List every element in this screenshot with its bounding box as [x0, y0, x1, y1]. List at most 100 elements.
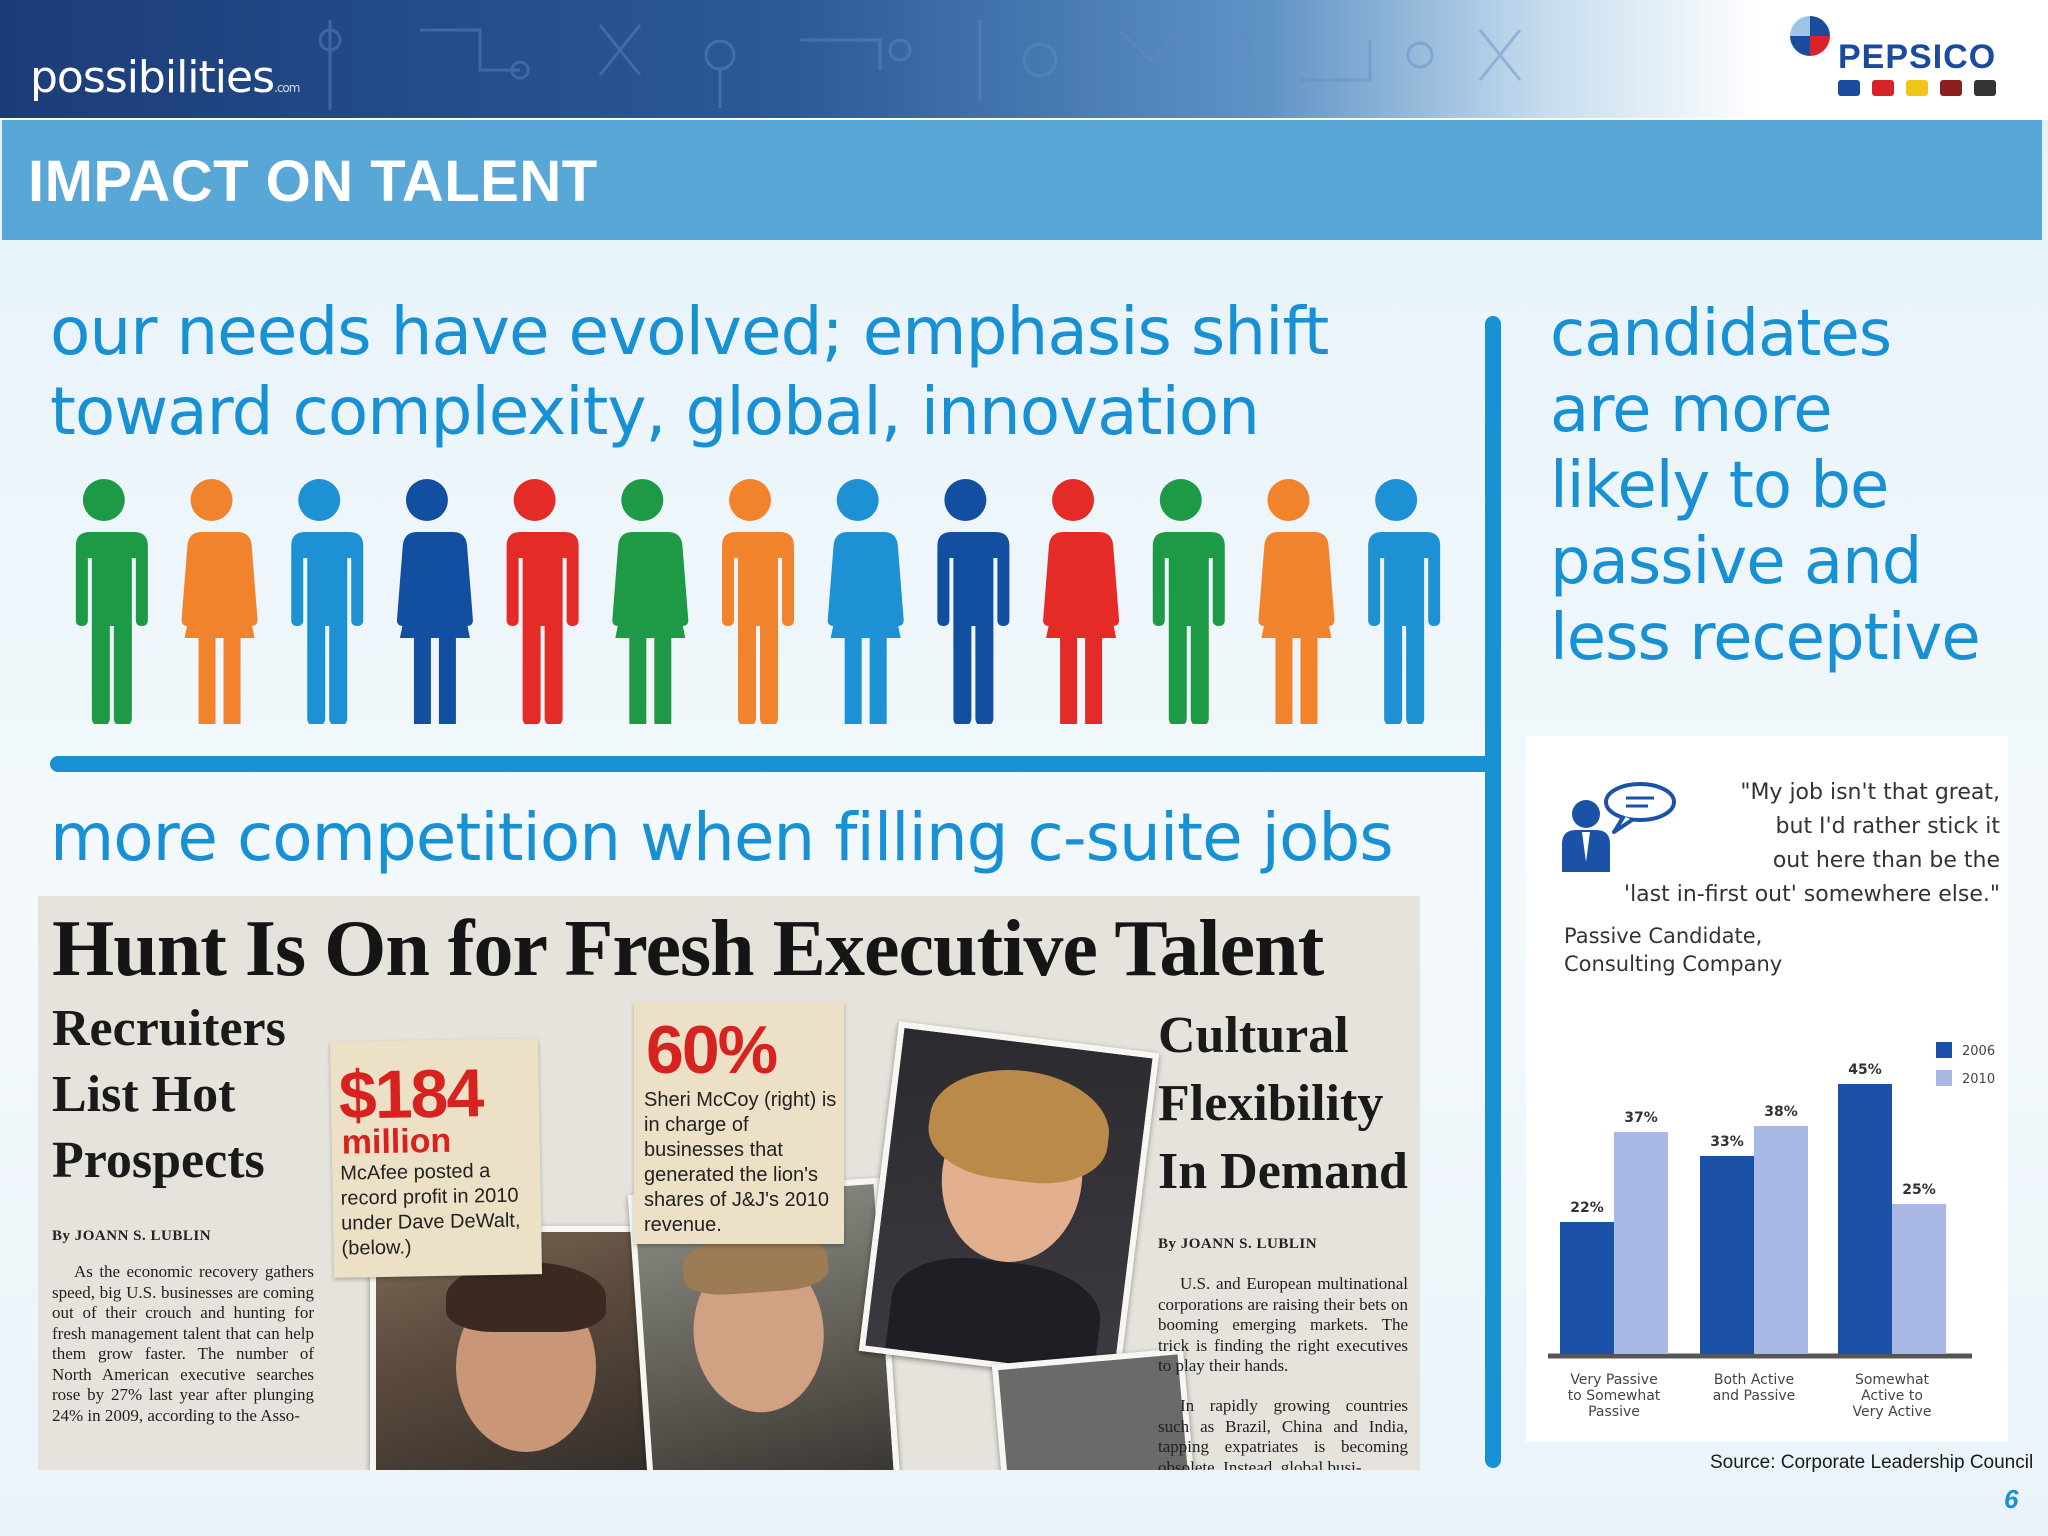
bar-value-label: 33% [1710, 1134, 1744, 1150]
candidates-headline-line: are more [1550, 373, 1833, 447]
subhead-line: Prospects [52, 1132, 265, 1189]
candidates-headline-line: candidates [1550, 297, 1892, 371]
title-bar: IMPACT ON TALENT [2, 120, 2042, 240]
attribution-line: Passive Candidate, [1564, 924, 1763, 948]
category-label: Somewhat [1855, 1372, 1930, 1388]
clipping-title: Hunt Is On for Fresh Executive Talent [52, 905, 1324, 993]
candidates-headline: candidates are more likely to be passive… [1550, 296, 2020, 676]
quote-line: out here than be the [1772, 848, 2000, 873]
person-figure-icon [289, 479, 364, 724]
pepsico-logo: PEPSICO [1838, 38, 1997, 76]
bar-2006-1 [1700, 1156, 1754, 1354]
brand-icon [1974, 80, 1996, 96]
person-figure-icon [1150, 479, 1225, 724]
needs-headline-line: our needs have evolved; emphasis shift [50, 293, 1329, 370]
needs-headline: our needs have evolved; emphasis shift t… [50, 292, 1450, 452]
bar-2010-0 [1614, 1132, 1668, 1354]
person-figure-icon [504, 479, 579, 724]
candidates-headline-line: less receptive [1550, 601, 1981, 675]
bar-2006-0 [1560, 1222, 1614, 1354]
source-note: Source: Corporate Leadership Council [1710, 1452, 2034, 1473]
note-mcafee-text: McAfee posted a record profit in 2010 un… [340, 1160, 521, 1260]
clipping-right-body-p1: U.S. and European multinational corporat… [1158, 1274, 1408, 1375]
newspaper-clipping: Hunt Is On for Fresh Executive Talent Re… [38, 896, 1420, 1470]
photo-sheri-mccoy [858, 1021, 1160, 1383]
brand-icon [1872, 80, 1894, 96]
subhead-line: Recruiters [52, 1000, 286, 1057]
speaking-person-icon [1562, 782, 1676, 872]
bar-value-label: 22% [1570, 1200, 1604, 1216]
legend-label: 2006 [1962, 1044, 1995, 1059]
possibilities-logo: possibilities.com [30, 52, 300, 103]
person-figure-icon [1043, 479, 1120, 724]
quote-line: 'last in-first out' somewhere else." [1624, 882, 2000, 907]
subhead-line: List Hot [52, 1066, 236, 1123]
brand-icon [1906, 80, 1928, 96]
note-mcafee-figure: $184 [338, 1055, 483, 1134]
legend-swatch-2010 [1936, 1070, 1952, 1086]
vertical-divider [1485, 316, 1501, 1468]
clipping-left-byline: By JOANN S. LUBLIN [52, 1228, 212, 1244]
people-icons-row [73, 479, 1441, 724]
clipping-left-subhead: Recruiters List Hot Prospects [52, 996, 332, 1194]
attribution-line: Consulting Company [1564, 952, 1783, 976]
person-figure-icon [1258, 479, 1335, 724]
candidates-headline-line: passive and [1550, 525, 1922, 599]
header-banner: possibilities.com [0, 0, 1760, 118]
subhead-line: Cultural [1158, 1007, 1349, 1064]
banner-pattern [318, 20, 1522, 110]
slide-title: IMPACT ON TALENT [28, 149, 598, 214]
bar-2006-2 [1838, 1084, 1892, 1354]
bar-value-label: 38% [1764, 1104, 1798, 1120]
quote-line: "My job isn't that great, [1740, 780, 2000, 805]
needs-headline-line: toward complexity, global, innovation [50, 373, 1260, 450]
page-number: 6 [2004, 1484, 2019, 1514]
candidates-headline-line: likely to be [1550, 449, 1889, 523]
category-label: and Passive [1713, 1388, 1796, 1404]
person-figure-icon [827, 479, 904, 724]
note-jnj: 60% Sheri McCoy (right) is in charge of … [634, 1002, 844, 1244]
person-figure-icon [1366, 479, 1441, 724]
category-label: Active to [1861, 1388, 1923, 1404]
subhead-line: Flexibility [1158, 1075, 1384, 1132]
note-mcafee-unit: million [341, 1121, 452, 1162]
category-label: Very Active [1853, 1404, 1932, 1420]
legend-label: 2010 [1962, 1072, 1995, 1087]
legend-swatch-2006 [1936, 1042, 1952, 1058]
person-figure-icon [396, 479, 473, 724]
note-jnj-text: Sheri McCoy (right) is in charge of busi… [644, 1089, 837, 1236]
subhead-line: In Demand [1158, 1143, 1408, 1200]
pepsico-globe-icon [1790, 16, 1830, 56]
bar-value-label: 37% [1624, 1110, 1658, 1126]
clipping-right-byline: By JOANN S. LUBLIN [1158, 1236, 1318, 1252]
category-label: Passive [1588, 1404, 1640, 1420]
person-figure-icon [612, 479, 689, 724]
clipping-right-body-p2: In rapidly growing countries such as Bra… [1158, 1396, 1408, 1470]
person-figure-icon [73, 479, 148, 724]
quote-line: but I'd rather stick it [1775, 814, 2000, 839]
bar-value-label: 45% [1848, 1062, 1882, 1078]
category-label: Very Passive [1570, 1372, 1657, 1388]
bar-2010-2 [1892, 1204, 1946, 1354]
bar-2010-1 [1754, 1126, 1808, 1354]
category-label: to Somewhat [1568, 1388, 1661, 1404]
person-figure-icon [720, 479, 794, 724]
note-jnj-figure: 60% [646, 1012, 778, 1088]
pepsico-brand-icons [1838, 80, 2018, 102]
header: possibilities.com PEPSICO [0, 0, 2048, 120]
brand-icon [1940, 80, 1962, 96]
horizontal-divider [50, 756, 1496, 772]
person-figure-icon [935, 479, 1010, 724]
bar-value-label: 25% [1902, 1182, 1936, 1198]
note-mcafee: $184 million McAfee posted a record prof… [329, 1038, 543, 1278]
quote-attribution: Passive Candidate, Consulting Company [1564, 922, 1782, 978]
competition-headline: more competition when filling c-suite jo… [50, 799, 1394, 876]
brand-icon [1838, 80, 1860, 96]
clipping-left-body: As the economic recovery gathers speed, … [52, 1262, 314, 1425]
clipping-right-subhead: Cultural Flexibility In Demand [1158, 1002, 1420, 1206]
category-label: Both Active [1714, 1372, 1794, 1388]
candidate-quote: "My job isn't that great, but I'd rather… [1530, 776, 2000, 912]
person-figure-icon [181, 479, 258, 724]
